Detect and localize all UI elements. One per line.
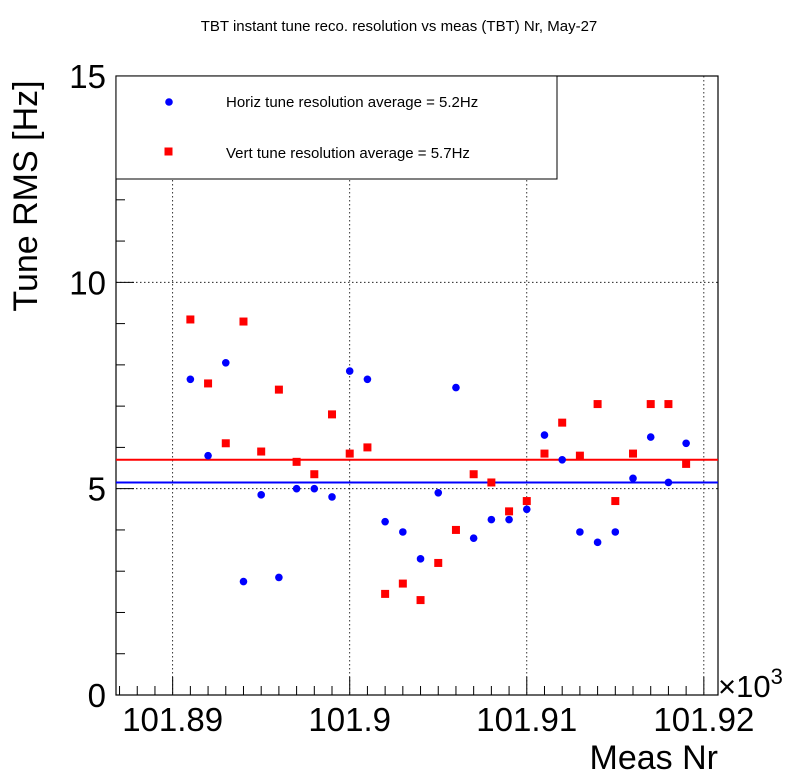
data-point-horiz — [204, 451, 212, 460]
data-point-vert — [505, 507, 514, 516]
legend-box — [115, 75, 558, 180]
data-point-horiz — [522, 505, 531, 514]
x-multiplier: ×103 — [718, 664, 783, 704]
data-points — [186, 315, 691, 605]
data-point-horiz — [310, 484, 319, 493]
average-lines — [116, 458, 718, 484]
data-point-horiz — [611, 528, 620, 536]
data-point-vert — [310, 470, 319, 479]
legend-label-horiz: Horiz tune resolution average = 5.2Hz — [226, 94, 478, 111]
data-point-vert — [292, 457, 301, 466]
data-point-horiz — [540, 431, 549, 439]
data-point-vert — [540, 449, 549, 458]
data-point-horiz — [186, 375, 195, 384]
data-point-horiz — [221, 359, 230, 367]
data-point-vert — [451, 525, 460, 534]
data-point-horiz — [487, 515, 496, 524]
x-axis-label: Meas Nr — [590, 739, 718, 774]
data-point-horiz — [399, 528, 407, 536]
data-point-horiz — [434, 488, 443, 497]
data-point-horiz — [469, 534, 478, 542]
y-tick-label: 5 — [88, 471, 106, 508]
data-point-vert — [575, 451, 584, 460]
data-point-vert — [398, 579, 407, 588]
data-point-vert — [381, 589, 390, 598]
data-point-horiz — [292, 484, 301, 493]
data-point-vert — [487, 478, 496, 487]
legend: Horiz tune resolution average = 5.2Hz Ve… — [115, 75, 558, 180]
data-point-horiz — [345, 367, 354, 375]
data-point-vert — [434, 558, 443, 567]
legend-marker-horiz — [165, 98, 173, 106]
data-point-vert — [593, 400, 602, 409]
data-point-horiz — [558, 455, 566, 464]
y-tick-label: 10 — [69, 264, 106, 301]
x-tick-label: 101.89 — [122, 701, 223, 738]
legend-label-vert: Vert tune resolution average = 5.7Hz — [226, 145, 470, 162]
data-point-vert — [469, 470, 478, 479]
grid — [116, 76, 718, 695]
data-point-horiz — [328, 493, 336, 501]
data-point-vert — [186, 315, 195, 324]
x-multiplier-base: ×10 — [718, 669, 771, 704]
data-point-horiz — [576, 528, 584, 536]
data-point-vert — [363, 443, 372, 452]
data-point-vert — [629, 449, 638, 458]
data-point-vert — [204, 379, 213, 388]
data-point-vert — [522, 497, 531, 506]
chart-title: TBT instant tune reco. resolution vs mea… — [201, 18, 598, 35]
data-point-vert — [345, 449, 354, 458]
y-axis-label: Tune RMS [Hz] — [7, 80, 45, 311]
data-point-vert — [558, 418, 567, 427]
y-tick-label: 15 — [69, 58, 106, 95]
data-point-horiz — [452, 383, 460, 392]
data-point-vert — [221, 439, 230, 448]
data-point-horiz — [593, 538, 602, 547]
data-point-vert — [328, 410, 337, 419]
data-point-vert — [416, 596, 425, 605]
data-point-horiz — [416, 555, 425, 563]
data-point-horiz — [275, 573, 283, 582]
data-point-vert — [257, 447, 266, 456]
x-tick-label: 101.91 — [476, 701, 577, 738]
data-point-horiz — [629, 474, 637, 483]
data-point-horiz — [239, 577, 248, 586]
data-point-horiz — [505, 515, 513, 524]
data-point-horiz — [381, 517, 389, 526]
x-tick-label: 101.92 — [653, 701, 754, 738]
data-point-horiz — [664, 478, 673, 487]
data-point-horiz — [682, 439, 690, 448]
data-point-vert — [611, 497, 620, 506]
data-point-vert — [646, 400, 655, 409]
data-point-horiz — [646, 433, 655, 441]
data-point-vert — [274, 385, 283, 394]
y-tick-label: 0 — [88, 677, 106, 714]
data-point-horiz — [257, 491, 265, 499]
data-point-vert — [682, 459, 691, 468]
x-tick-label: 101.9 — [308, 701, 391, 738]
data-point-vert — [239, 317, 248, 326]
legend-marker-vert — [164, 147, 173, 156]
data-point-vert — [664, 400, 673, 409]
axes: 0 5 10 15 101.89 101.9 101.91 101.92 — [69, 58, 754, 738]
data-point-horiz — [363, 375, 372, 384]
x-multiplier-exponent: 3 — [771, 664, 783, 689]
